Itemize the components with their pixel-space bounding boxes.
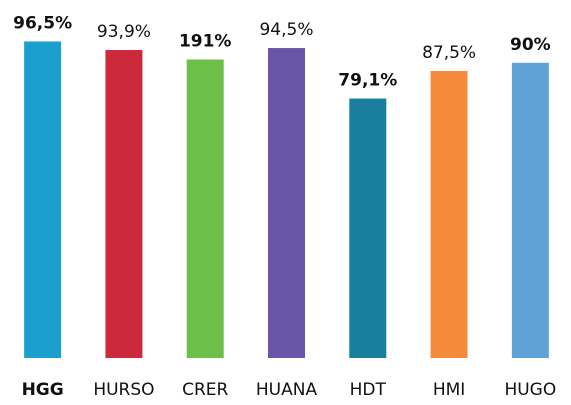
x-tick-label: HDT [350, 380, 387, 400]
x-tick-label: HMI [433, 380, 465, 400]
value-label: 87,5% [422, 43, 476, 63]
bar [24, 41, 62, 358]
value-label: 93,9% [97, 22, 151, 42]
value-label: 79,1% [338, 71, 397, 91]
bar [268, 48, 305, 358]
value-label: 90% [510, 35, 551, 55]
bar [349, 98, 387, 358]
x-tick-label: HUANA [256, 380, 318, 400]
bar [430, 71, 468, 358]
bar [186, 59, 224, 359]
bar [511, 62, 549, 359]
value-label: 94,5% [259, 20, 313, 40]
value-label: 96,5% [13, 13, 72, 33]
value-label: 191% [179, 32, 232, 52]
bar [105, 50, 143, 359]
x-tick-label: HURSO [93, 380, 154, 400]
x-tick-label: HGG [22, 380, 64, 400]
x-tick-label: CRER [182, 380, 228, 400]
x-tick-label: HUGO [504, 380, 556, 400]
